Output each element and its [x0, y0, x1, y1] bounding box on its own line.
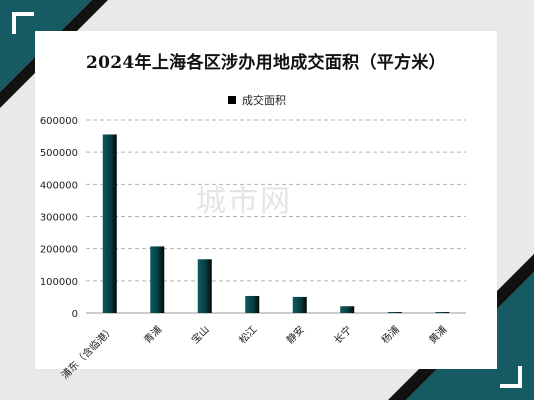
y-tick-label: 100000 [40, 277, 78, 288]
y-axis-ticks: 0 100000 200000 300000 400000 500000 600000 [40, 116, 78, 320]
x-tick-label: 杨浦 [379, 323, 402, 346]
legend-swatch [228, 96, 236, 104]
x-tick-label: 松江 [236, 323, 259, 346]
bars [102, 134, 450, 313]
x-tick-label: 浦东（含临港） [58, 323, 117, 382]
y-tick-label: 400000 [40, 180, 78, 191]
bar-5 [340, 306, 355, 313]
bar-1 [150, 246, 165, 313]
chart-title: 2024年上海各区涉办用地成交面积（平方米） [86, 53, 446, 73]
y-tick-label: 200000 [40, 245, 78, 256]
x-tick-label: 青浦 [141, 323, 164, 346]
bar-3 [245, 295, 260, 313]
y-tick-label: 0 [72, 309, 78, 320]
bar-2 [197, 259, 212, 313]
gridlines [86, 119, 466, 314]
corner-bracket-top-left [12, 12, 34, 34]
corner-bracket-bottom-right [500, 366, 522, 388]
x-tick-label: 长宁 [331, 323, 354, 346]
x-tick-label: 黄浦 [426, 323, 449, 346]
x-tick-label: 宝山 [189, 323, 212, 346]
y-tick-label: 300000 [40, 213, 78, 224]
watermark: 城市网 [196, 184, 292, 219]
bar-7 [435, 312, 450, 313]
y-tick-label: 600000 [40, 116, 78, 127]
x-tick-label: 静安 [284, 323, 307, 346]
bar-6 [387, 312, 402, 313]
x-axis-labels: 浦东（含临港） 青浦 宝山 松江 静安 长宁 杨浦 黄浦 [58, 323, 449, 382]
bar-4 [292, 296, 307, 313]
bar-0 [102, 134, 117, 313]
y-tick-label: 500000 [40, 148, 78, 159]
legend-label: 成交面积 [242, 94, 286, 107]
legend: 成交面积 [228, 93, 286, 107]
